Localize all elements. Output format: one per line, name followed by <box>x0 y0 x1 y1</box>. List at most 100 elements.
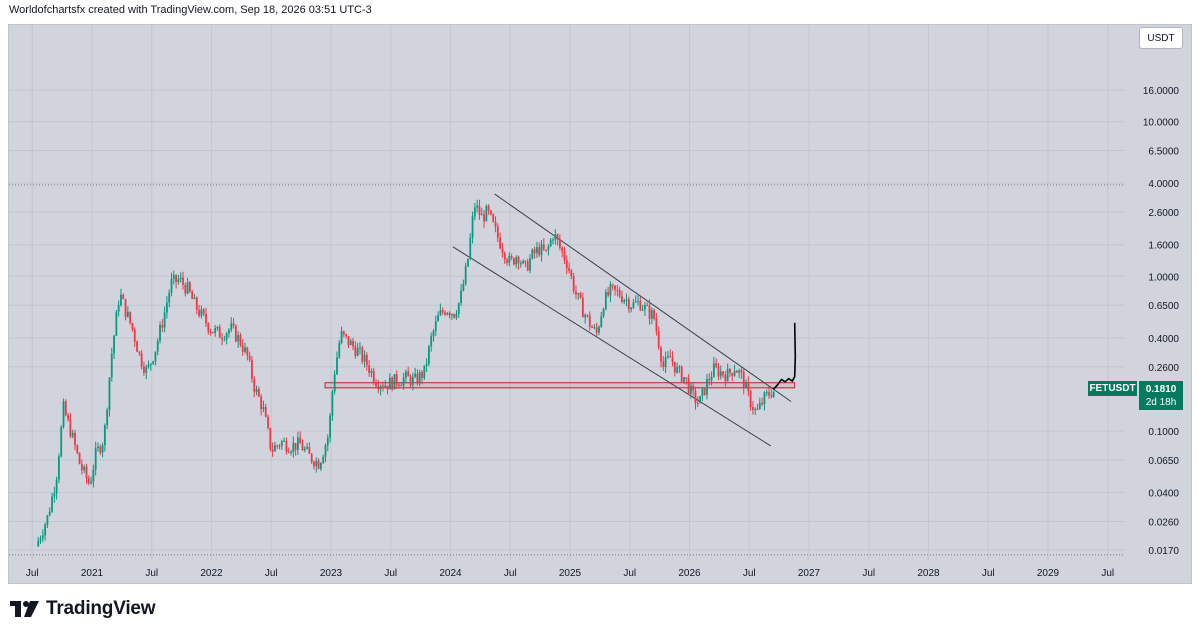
candle-body <box>655 318 658 332</box>
candle-body <box>712 363 715 377</box>
candle-body <box>646 305 649 307</box>
candle-body <box>763 392 766 405</box>
currency-button[interactable]: USDT <box>1139 27 1183 49</box>
channel-lower-trendline[interactable] <box>452 246 772 447</box>
candle-body <box>496 226 499 238</box>
x-tick-label: Jul <box>982 568 995 579</box>
candle-body <box>444 312 446 315</box>
candle-body <box>708 379 711 381</box>
candle-body <box>405 371 407 378</box>
candle-body <box>223 339 226 341</box>
candle-body <box>738 370 741 373</box>
projection-drawing[interactable] <box>772 322 797 391</box>
candle-body <box>423 365 426 378</box>
y-tick-label: 16.0000 <box>1143 86 1180 97</box>
candle-body <box>232 323 235 326</box>
price-axis[interactable]: 16.0000 10.0000 6.5000 4.0000 2.6000 1.6000 1.… <box>1143 86 1180 557</box>
candle-body <box>519 263 522 265</box>
candle-body <box>524 260 527 262</box>
candle-body <box>432 330 435 337</box>
x-tick-label: Jul <box>743 568 756 579</box>
candle-body <box>308 446 311 454</box>
candle-body <box>637 300 639 302</box>
candle-body <box>163 312 166 328</box>
candle-body <box>398 384 400 386</box>
candle-body <box>113 335 115 354</box>
candle-body <box>99 446 102 453</box>
chart-pane[interactable]: 16.0000 10.0000 6.5000 4.0000 2.6000 1.6000 1.… <box>8 24 1192 584</box>
candle-body <box>563 251 566 261</box>
candle-body <box>287 451 290 453</box>
candle-body <box>319 463 322 469</box>
candle-body <box>694 390 697 404</box>
candle-body <box>177 279 180 282</box>
candle-body <box>248 355 251 360</box>
candle-body <box>584 315 587 318</box>
candle-body <box>290 451 292 453</box>
candle-body <box>770 395 773 397</box>
candle-body <box>671 357 674 362</box>
candle-body <box>283 440 286 442</box>
candle-body <box>368 365 371 374</box>
candle-body <box>591 326 593 328</box>
candle-body <box>765 392 768 394</box>
support-zone[interactable] <box>324 382 796 389</box>
candle-body <box>772 391 775 397</box>
candle-body <box>251 359 253 379</box>
candle-body <box>260 396 263 410</box>
candle-body <box>363 354 366 362</box>
candle-body <box>90 481 92 484</box>
candle-body <box>653 310 656 319</box>
candle-body <box>154 351 157 362</box>
candle-body <box>418 372 421 384</box>
bar-countdown: 2d 18h <box>1145 396 1177 408</box>
candle-body <box>338 342 341 358</box>
candle-body <box>717 366 720 377</box>
candle-body <box>106 410 109 426</box>
x-tick-label: 2028 <box>917 568 940 579</box>
tradingview-logo[interactable]: TradingView <box>10 598 156 620</box>
y-tick-label: 2.6000 <box>1148 208 1179 219</box>
x-tick-label: 2024 <box>439 568 462 579</box>
candle-body <box>729 368 731 374</box>
candle-body <box>630 307 633 310</box>
candle-body <box>331 391 334 416</box>
candle-body <box>221 337 223 340</box>
candle-body <box>673 361 676 373</box>
candle-body <box>188 282 191 292</box>
candle-body <box>446 312 449 315</box>
candle-body <box>262 406 265 410</box>
candle-body <box>464 266 467 284</box>
candle-body <box>632 302 635 308</box>
candle-body <box>719 371 722 377</box>
candle-body <box>195 297 198 310</box>
candle-body <box>297 437 299 450</box>
x-tick-label: Jul <box>623 568 636 579</box>
candle-body <box>175 274 178 282</box>
x-tick-label: Jul <box>504 568 517 579</box>
candle-body <box>768 392 770 396</box>
candle-body <box>402 377 405 386</box>
price-chart[interactable]: 16.0000 10.0000 6.5000 4.0000 2.6000 1.6000 1.… <box>9 25 1191 583</box>
candle-body <box>200 309 203 316</box>
candle-body <box>145 366 148 373</box>
support-zone-rect[interactable] <box>324 382 796 389</box>
candle-body <box>427 346 430 364</box>
projection-path[interactable] <box>772 322 797 391</box>
candle-body <box>749 391 752 408</box>
candle-body <box>706 379 708 395</box>
candle-body <box>67 415 69 420</box>
candle-body <box>361 347 364 362</box>
time-axis[interactable]: Jul 2021 Jul 2022 Jul 2023 Jul 2024 Jul 2025 Jul 20… <box>26 568 1114 579</box>
candle-body <box>462 283 465 291</box>
candle-body <box>680 366 683 382</box>
candle-body <box>202 309 205 314</box>
candle-body <box>395 374 398 385</box>
candle-body <box>58 456 60 480</box>
candle-body <box>74 432 76 446</box>
x-tick-label: 2025 <box>559 568 582 579</box>
channel-upper-trendline[interactable] <box>494 193 792 402</box>
trendlines[interactable] <box>452 193 792 447</box>
candles <box>37 199 775 547</box>
candle-body <box>239 335 242 345</box>
